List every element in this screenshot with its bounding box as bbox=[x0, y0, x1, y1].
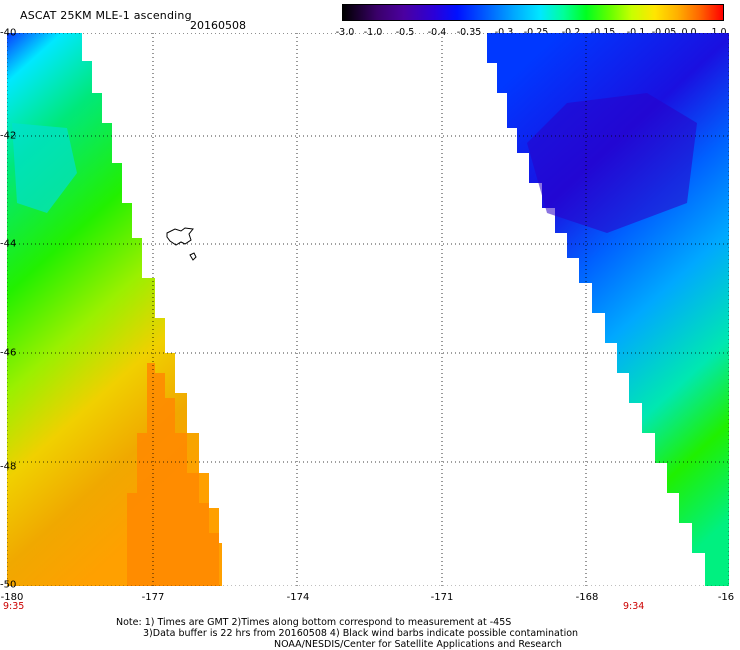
colorbar-tick: 1.0 bbox=[711, 27, 727, 38]
colorbar-tick: -0.4 bbox=[427, 27, 447, 38]
colorbar-tick: -0.35 bbox=[456, 27, 482, 38]
colorbar-tick: -1.0 bbox=[363, 27, 383, 38]
lat-label: -46 bbox=[0, 347, 17, 359]
footer-note-line2: 3)Data buffer is 22 hrs from 20160508 4)… bbox=[143, 628, 579, 639]
lat-label: -48 bbox=[0, 461, 17, 473]
graticule bbox=[7, 33, 729, 586]
map-plot bbox=[7, 33, 729, 586]
colorbar-tick: 0.0 bbox=[681, 27, 697, 38]
right-swath-core bbox=[527, 93, 697, 233]
color-scale-bar bbox=[342, 4, 724, 21]
lat-label: -50 bbox=[0, 579, 17, 591]
lon-label: -180 bbox=[0, 592, 24, 603]
colorbar-tick: -0.1 bbox=[626, 27, 646, 38]
footer-note-line1: Note: 1) Times are GMT 2)Times along bot… bbox=[116, 617, 512, 628]
lat-label: -40 bbox=[0, 27, 17, 39]
island-outline bbox=[166, 227, 197, 261]
product-date: 20160508 bbox=[190, 19, 246, 32]
left-swath-edge bbox=[127, 363, 219, 586]
left-swath-cyan-patch bbox=[12, 123, 77, 213]
lat-label: -44 bbox=[0, 238, 17, 250]
pass-time-right: 9:34 bbox=[623, 601, 645, 612]
lon-label: -16 bbox=[717, 592, 735, 603]
colorbar-tick: -0.2 bbox=[561, 27, 581, 38]
colorbar-tick: -0.25 bbox=[523, 27, 549, 38]
colorbar-tick: -3.0 bbox=[335, 27, 355, 38]
colorbar-tick: -0.05 bbox=[651, 27, 677, 38]
lat-label: -42 bbox=[0, 130, 17, 142]
colorbar-tick: -0.5 bbox=[395, 27, 415, 38]
lon-label: -177 bbox=[141, 592, 165, 603]
lon-label: -168 bbox=[575, 592, 599, 603]
pass-time-left: 9:35 bbox=[3, 601, 25, 612]
colorbar-tick: -0.3 bbox=[494, 27, 514, 38]
lon-label: -171 bbox=[430, 592, 454, 603]
colorbar-tick: -0.15 bbox=[590, 27, 616, 38]
footer-credit: NOAA/NESDIS/Center for Satellite Applica… bbox=[274, 639, 562, 650]
lon-label: -174 bbox=[286, 592, 310, 603]
product-title: ASCAT 25KM MLE-1 ascending bbox=[20, 9, 192, 22]
